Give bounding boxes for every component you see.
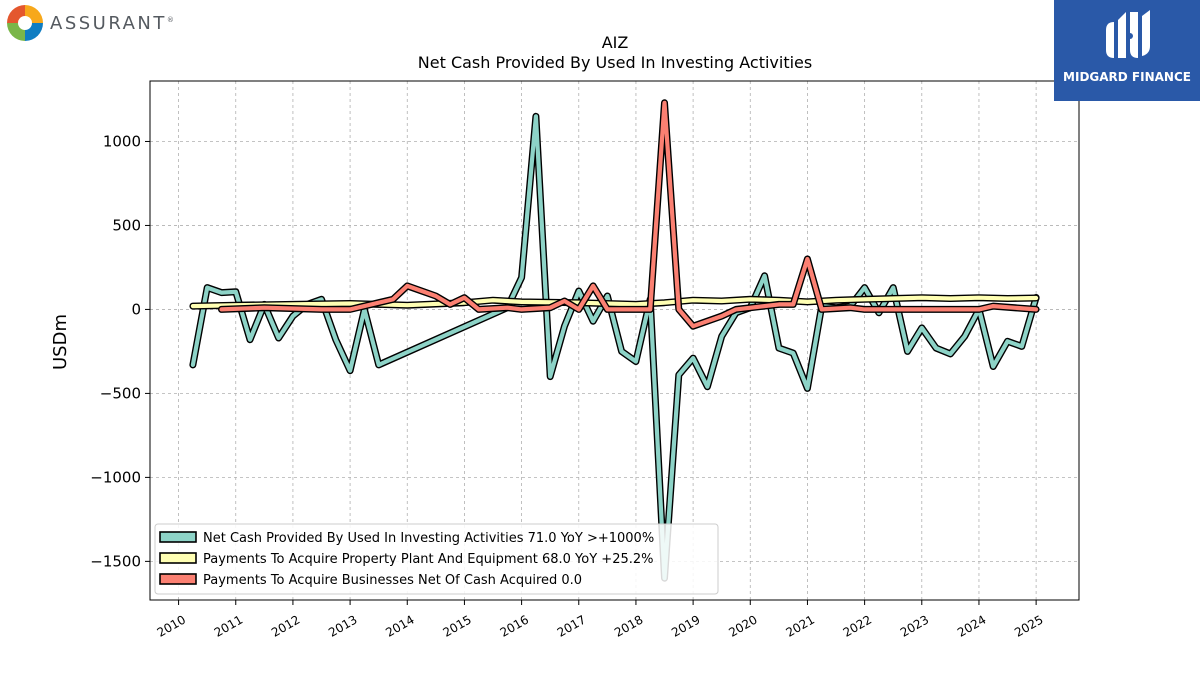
series-line-3 — [218, 99, 1040, 330]
x-tick-label: 2013 — [326, 612, 359, 639]
series-line-2 — [189, 294, 1040, 310]
y-tick-label: 1000 — [103, 132, 141, 150]
x-tick-label: 2010 — [155, 612, 188, 639]
y-tick-label: 0 — [131, 300, 141, 318]
x-tick-label: 2025 — [1012, 612, 1045, 639]
assurant-mark-icon — [7, 5, 43, 41]
grid — [150, 81, 1079, 600]
x-tick-label: 2011 — [212, 612, 245, 639]
legend-label: Payments To Acquire Property Plant And E… — [203, 552, 654, 567]
legend: Net Cash Provided By Used In Investing A… — [154, 523, 719, 595]
series-stroke — [190, 114, 1039, 581]
chart-title: AIZ — [602, 33, 629, 52]
legend-swatch — [159, 531, 197, 543]
y-tick-label: 500 — [112, 216, 141, 234]
y-axis: 1000 500 0 −500 −1000 −1500 — [90, 132, 150, 570]
plot-frame — [149, 80, 1080, 601]
series-layer — [189, 99, 1040, 582]
x-tick-label: 2024 — [955, 612, 988, 639]
x-tick-label: 2023 — [898, 612, 931, 639]
legend-label: Net Cash Provided By Used In Investing A… — [203, 531, 654, 546]
x-tick-label: 2017 — [555, 612, 588, 639]
legend-box — [154, 523, 719, 595]
x-tick-label: 2021 — [783, 612, 816, 639]
x-tick-label: 2016 — [498, 612, 531, 639]
legend-swatch — [159, 552, 197, 564]
x-tick-label: 2015 — [440, 612, 473, 639]
midgard-mark-icon — [1106, 10, 1150, 58]
series-stroke — [219, 100, 1039, 329]
legend-swatch — [159, 573, 197, 585]
series-outline — [218, 99, 1040, 330]
x-tick-label: 2012 — [269, 612, 302, 639]
legend-label: Payments To Acquire Businesses Net Of Ca… — [203, 573, 582, 588]
x-tick-label: 2018 — [612, 612, 645, 639]
y-tick-label: −1500 — [90, 552, 141, 570]
series-line-1 — [189, 112, 1040, 582]
assurant-logo-text: ASSURANT® — [50, 12, 174, 34]
chart-subtitle: Net Cash Provided By Used In Investing A… — [418, 53, 812, 72]
x-tick-label: 2014 — [383, 612, 416, 639]
x-axis: 2010 2011 2012 2013 2014 2015 2016 2017 2018 2019… — [155, 600, 1046, 640]
y-tick-label: −1000 — [90, 468, 141, 486]
y-tick-label: −500 — [100, 384, 141, 402]
assurant-logo: ASSURANT® — [6, 4, 174, 42]
series-stroke — [190, 295, 1039, 309]
x-tick-label: 2019 — [669, 612, 702, 639]
x-tick-label: 2022 — [841, 612, 874, 639]
midgard-logo-text: MIDGARD FINANCE — [1063, 70, 1191, 84]
midgard-finance-logo: MIDGARD FINANCE — [1054, 0, 1200, 101]
y-axis-label: USDm — [50, 314, 71, 370]
x-tick-label: 2020 — [726, 612, 759, 639]
